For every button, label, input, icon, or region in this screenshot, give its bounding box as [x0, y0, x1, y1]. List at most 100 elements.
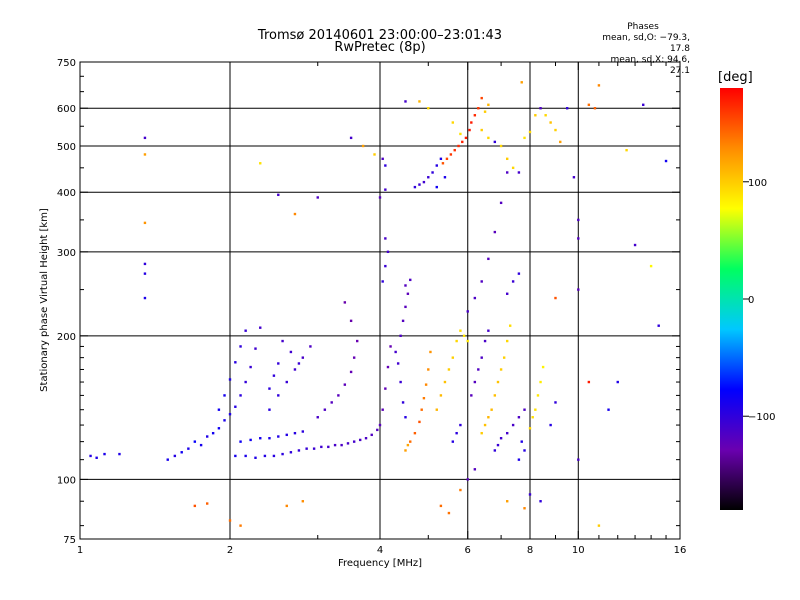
- data-point: [312, 447, 316, 450]
- data-point: [431, 171, 434, 174]
- data-point: [268, 387, 271, 390]
- data-point: [459, 329, 462, 332]
- data-point: [597, 84, 601, 87]
- data-point: [376, 428, 379, 432]
- data-point: [386, 250, 390, 254]
- data-point: [477, 368, 480, 371]
- y-tick-label: 500: [57, 142, 76, 153]
- data-point: [378, 423, 382, 427]
- data-point: [249, 438, 252, 442]
- data-point: [480, 96, 483, 100]
- colorbar-tick-label: −100: [748, 412, 775, 423]
- data-point: [254, 347, 257, 350]
- data-point: [531, 416, 534, 419]
- data-point: [234, 454, 237, 458]
- data-point: [505, 431, 509, 435]
- data-point: [373, 153, 376, 156]
- data-point: [447, 368, 451, 371]
- data-point: [349, 319, 353, 323]
- data-point: [565, 107, 569, 110]
- data-point: [143, 262, 147, 266]
- data-point: [572, 176, 576, 179]
- data-point: [199, 443, 203, 447]
- data-point: [468, 128, 471, 132]
- data-point: [297, 362, 301, 365]
- data-point: [404, 416, 407, 419]
- x-tick-label: 8: [527, 545, 533, 556]
- data-point: [401, 319, 405, 323]
- data-point: [587, 380, 591, 384]
- data-point: [544, 114, 547, 117]
- data-point: [217, 408, 221, 411]
- data-point: [187, 447, 190, 450]
- y-axis-label: Stationary phase Virtual Height [km]: [39, 208, 50, 392]
- data-point: [401, 401, 405, 404]
- data-point: [320, 445, 323, 449]
- data-point: [429, 350, 432, 354]
- data-point: [459, 132, 462, 136]
- y-tick-label: 100: [57, 475, 76, 486]
- data-point: [259, 162, 262, 165]
- data-point: [470, 394, 473, 397]
- data-points: [89, 81, 668, 527]
- data-point: [384, 387, 387, 390]
- data-point: [449, 153, 453, 156]
- data-point: [409, 440, 412, 443]
- data-point: [451, 356, 455, 359]
- data-point: [487, 416, 490, 419]
- data-point: [305, 447, 308, 450]
- data-point: [239, 394, 242, 397]
- data-point: [499, 201, 503, 205]
- data-point: [277, 394, 280, 397]
- data-point: [364, 437, 368, 440]
- data-point: [473, 296, 477, 300]
- data-point: [443, 176, 447, 179]
- y-tick-label: 750: [57, 58, 76, 69]
- data-point: [381, 408, 384, 411]
- data-point: [577, 288, 580, 291]
- data-point: [268, 437, 271, 440]
- gridlines: [80, 62, 680, 539]
- data-point: [520, 440, 523, 443]
- colorbar-tick-label: 0: [748, 295, 754, 306]
- data-point: [346, 442, 350, 445]
- data-point: [439, 394, 443, 397]
- data-point: [349, 370, 353, 374]
- data-point: [228, 378, 232, 381]
- data-point: [268, 408, 271, 411]
- x-tick-label: 16: [674, 545, 687, 556]
- y-tick-label: 400: [57, 188, 76, 199]
- data-point: [381, 280, 384, 283]
- data-point: [523, 136, 526, 140]
- data-point: [285, 380, 288, 384]
- data-point: [435, 408, 438, 411]
- data-point: [384, 188, 387, 191]
- data-point: [205, 435, 209, 438]
- data-point: [534, 114, 537, 117]
- data-point: [389, 345, 392, 348]
- y-tick-label: 600: [57, 104, 76, 115]
- data-point: [554, 128, 557, 132]
- x-tick-label: 1: [77, 545, 83, 556]
- data-point: [505, 171, 509, 174]
- data-point: [239, 524, 242, 527]
- data-point: [297, 449, 301, 452]
- data-point: [244, 454, 247, 458]
- data-point: [517, 458, 521, 461]
- data-point: [293, 431, 297, 435]
- data-point: [534, 408, 537, 411]
- x-tick-label: 4: [377, 545, 383, 556]
- data-point: [378, 196, 382, 199]
- data-point: [394, 350, 397, 354]
- data-point: [499, 144, 503, 148]
- data-point: [441, 162, 445, 165]
- colorbar: [720, 88, 743, 510]
- data-point: [554, 296, 557, 300]
- data-point: [424, 383, 428, 386]
- data-point: [455, 339, 458, 343]
- data-point: [352, 356, 356, 359]
- data-point: [340, 443, 343, 447]
- data-point: [523, 449, 526, 452]
- colorbar-unit-label: [deg]: [718, 70, 753, 85]
- data-point: [511, 423, 515, 427]
